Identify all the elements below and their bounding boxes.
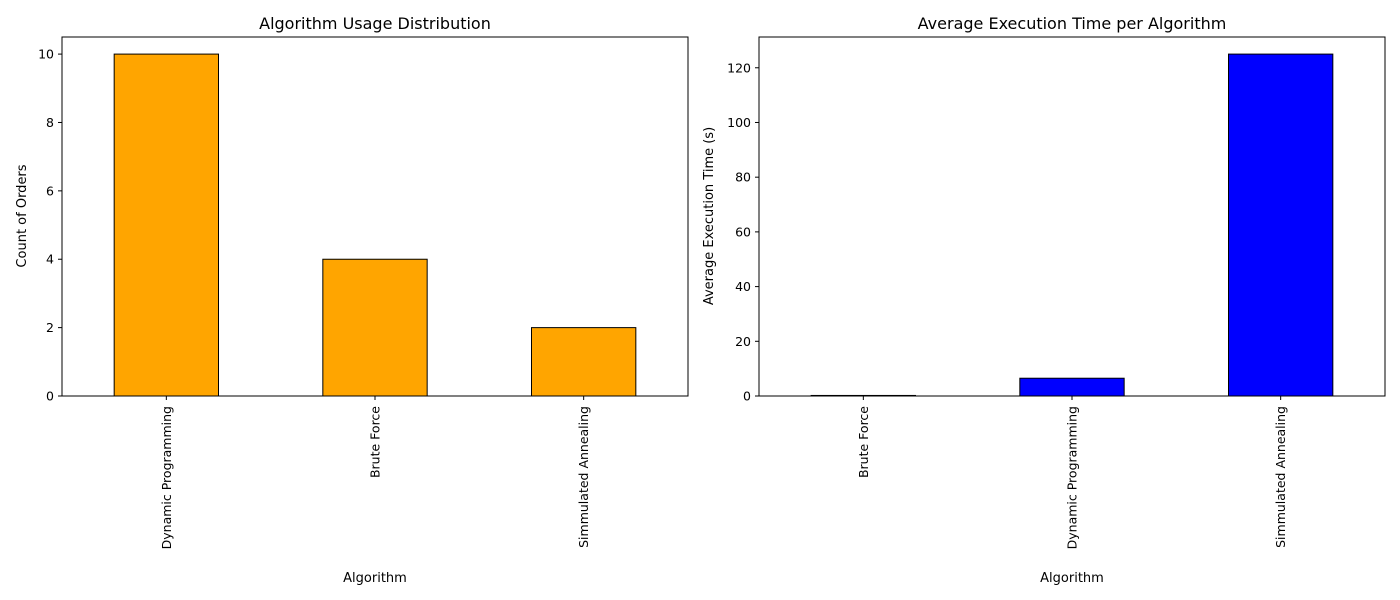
bar: [322, 258, 428, 397]
usage-distribution-chart: Algorithm Usage Distribution Dynamic Pro…: [15, 14, 689, 586]
x-axis-label: Algorithm: [343, 571, 407, 586]
y-axis-label: Average Execution Time (s): [702, 127, 717, 305]
y-tick-label: 4: [46, 252, 54, 267]
x-tick-label: Brute Force: [856, 406, 871, 478]
y-tick-label: 120: [727, 60, 751, 75]
x-tick-label: Brute Force: [368, 406, 383, 478]
x-tick-label: Simmulated Annealing: [1273, 406, 1288, 548]
y-tick-label: 40: [735, 279, 751, 294]
y-axis-label: Count of Orders: [15, 164, 30, 267]
y-tick-label: 10: [38, 47, 54, 62]
bar: [113, 53, 219, 397]
bar: [531, 327, 637, 397]
x-tick-label: Simmulated Annealing: [576, 406, 591, 548]
execution-time-chart: Average Execution Time per Algorithm Bru…: [702, 14, 1386, 586]
y-tick-label: 100: [727, 115, 751, 130]
x-tick-label: Dynamic Programming: [1065, 406, 1080, 549]
x-axis-label: Algorithm: [1040, 571, 1104, 586]
y-tick-label: 20: [735, 334, 751, 349]
y-tick-label: 6: [46, 183, 54, 198]
y-tick-label: 80: [735, 170, 751, 185]
y-tick-label: 0: [743, 389, 751, 404]
plot-frame: [758, 36, 1386, 397]
y-tick-label: 2: [46, 320, 54, 335]
chart-title: Average Execution Time per Algorithm: [918, 14, 1227, 33]
y-tick-label: 8: [46, 115, 54, 130]
bar: [1019, 377, 1125, 397]
x-tick-label: Dynamic Programming: [159, 406, 174, 549]
chart-title: Algorithm Usage Distribution: [259, 14, 491, 33]
y-tick-label: 0: [46, 389, 54, 404]
plot-frame: [61, 36, 689, 397]
bar: [1228, 53, 1334, 397]
y-tick-label: 60: [735, 224, 751, 239]
